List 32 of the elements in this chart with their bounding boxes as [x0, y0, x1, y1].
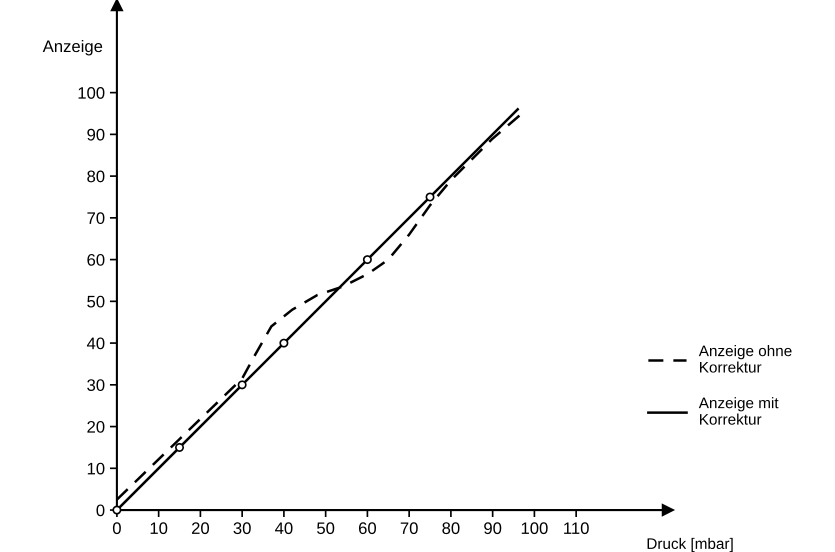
x-tick-label: 100	[522, 522, 548, 534]
x-tick-label: 80	[442, 522, 460, 534]
x-tick-label: 10	[150, 522, 168, 534]
y-tick-label: 40	[86, 337, 104, 350]
x-tick-label: 110	[564, 522, 589, 534]
x-axis-title: Druck [mbar]	[648, 538, 733, 552]
y-tick-label: 0	[96, 504, 104, 516]
x-tick-label: 90	[484, 522, 502, 534]
x-tick-label: 50	[317, 522, 334, 534]
y-tick-label: 80	[87, 170, 104, 182]
y-tick-label: 90	[87, 128, 104, 141]
y-tick-label: 50	[87, 296, 104, 308]
x-tick-label: 30	[234, 522, 251, 534]
y-tick-label: 10	[88, 462, 104, 475]
y-tick-label: 20	[87, 420, 104, 433]
point	[238, 380, 247, 390]
legend-label: Anzeige ohne Korrektur	[698, 345, 792, 373]
point	[279, 338, 288, 348]
x-tick-label: 20	[192, 522, 210, 534]
y-axis-title: Anzeige	[42, 40, 102, 56]
x-tick-label: 40	[275, 522, 293, 534]
x-tick-label: 0	[112, 522, 121, 534]
point	[175, 442, 184, 452]
y-tick-label: 100	[78, 87, 104, 99]
y-tick-label: 70	[87, 212, 104, 224]
y-tick-label: 30	[87, 379, 104, 392]
legend-label: Anzeige mit Korrektur	[698, 397, 778, 425]
point	[362, 255, 372, 264]
y-tick-label: 60	[87, 254, 104, 266]
x-tick-label: 60	[358, 522, 376, 534]
x-tick-label: 70	[400, 522, 418, 534]
point	[426, 192, 435, 202]
